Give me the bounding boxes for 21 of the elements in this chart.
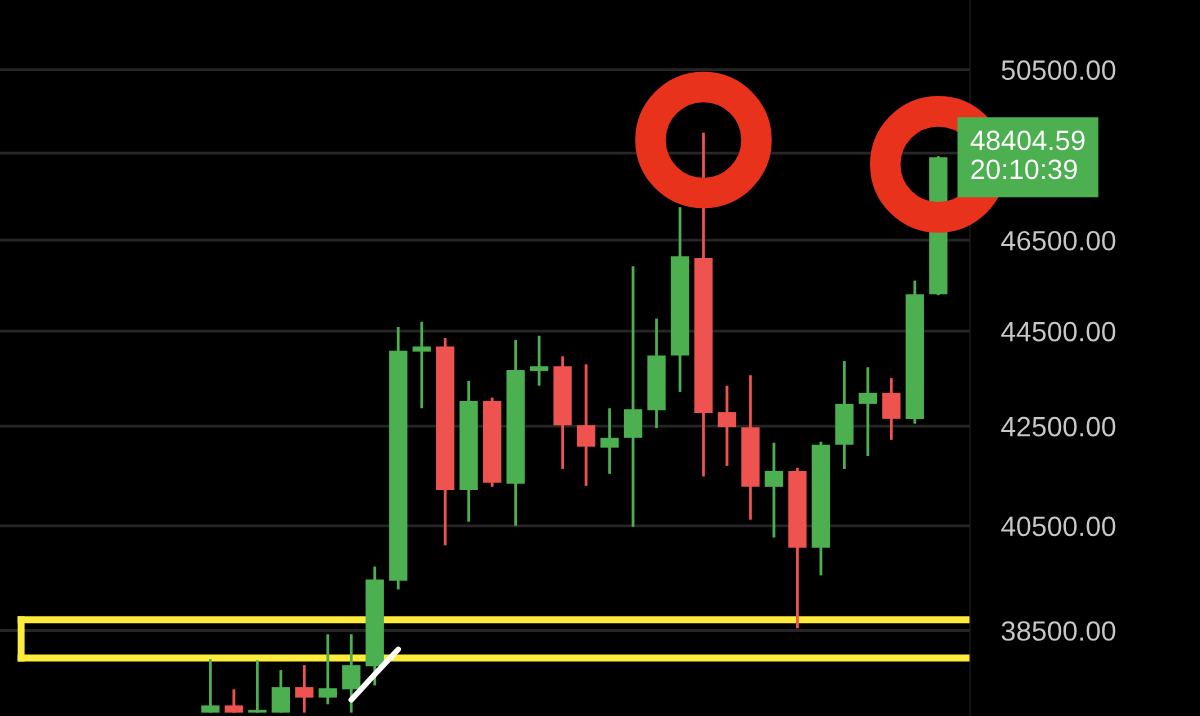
candlestick: [717, 384, 737, 468]
candlestick: [600, 406, 619, 476]
y-tick-label: 38500.00: [1001, 621, 1116, 641]
candlestick: [295, 663, 314, 715]
text: 20:10:39: [971, 159, 1077, 180]
candlestick: [529, 334, 549, 388]
y-tick-label: 44500.00: [1001, 321, 1116, 342]
candlestick: [248, 658, 267, 715]
y-tick-label: 46500.00: [1001, 230, 1116, 251]
y-tick-label: 40500.00: [1001, 516, 1116, 537]
candlestick: [764, 441, 784, 539]
text: 48404.59: [970, 130, 1085, 151]
candlestick: [318, 632, 337, 706]
candlestick: [576, 362, 596, 488]
candlestick: [224, 687, 244, 715]
candlestick: [623, 264, 643, 529]
candlestick: [201, 657, 220, 715]
candlestick: [858, 365, 878, 458]
candlestick: [412, 320, 431, 410]
y-tick-label: 42500.00: [1001, 416, 1116, 437]
y-tick-label: 50500.00: [1001, 60, 1116, 80]
